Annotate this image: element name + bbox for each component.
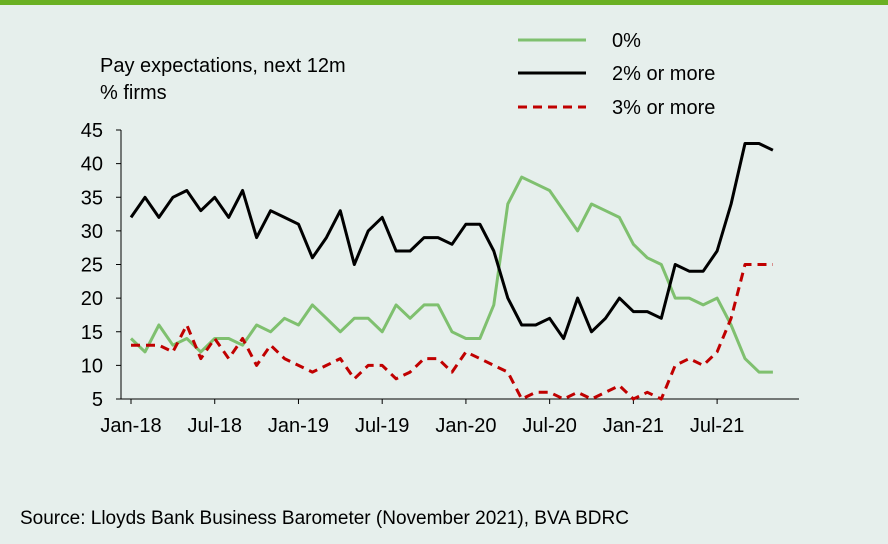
y-tick-label: 5 <box>92 389 103 411</box>
source-note: Source: Lloyds Bank Business Barometer (… <box>20 508 629 529</box>
x-tick-label: Jul-18 <box>187 415 241 437</box>
x-tick-label: Jan-20 <box>435 415 496 437</box>
y-tick-label: 40 <box>81 154 103 176</box>
x-tick-label: Jul-21 <box>690 415 744 437</box>
y-tick-label: 25 <box>81 255 103 277</box>
legend-label-2: 3% or more <box>612 97 715 119</box>
series-line-2 <box>131 263 773 401</box>
x-tick-label: Jan-18 <box>100 415 161 437</box>
y-tick-label: 35 <box>81 187 103 209</box>
y-axis-label: % firms <box>100 82 167 104</box>
series-layer <box>129 142 774 401</box>
y-tick-label: 15 <box>81 322 103 344</box>
legend-label-1: 2% or more <box>612 63 715 85</box>
x-tick-label: Jan-19 <box>268 415 329 437</box>
y-tick-label: 20 <box>81 288 103 310</box>
chart-title: Pay expectations, next 12m <box>100 55 346 77</box>
y-tick-label: 30 <box>81 221 103 243</box>
x-tick-label: Jan-21 <box>603 415 664 437</box>
x-tick-label: Jul-19 <box>355 415 409 437</box>
legend-label-0: 0% <box>612 30 641 52</box>
series-line-0 <box>129 175 773 374</box>
top-accent-bar <box>0 0 888 5</box>
legend: 0% 2% or more 3% or more <box>518 30 715 119</box>
series-line-1 <box>129 142 774 340</box>
axes: 5 10 15 20 25 30 35 40 45 Jan-18 Jul-18 Jan-19 Jul-1… <box>81 120 799 437</box>
y-tick-label: 10 <box>81 355 103 377</box>
y-tick-label: 45 <box>81 120 103 142</box>
x-tick-label: Jul-20 <box>522 415 576 437</box>
pay-expectations-chart: Pay expectations, next 12m % firms 0% 2% … <box>81 30 799 437</box>
